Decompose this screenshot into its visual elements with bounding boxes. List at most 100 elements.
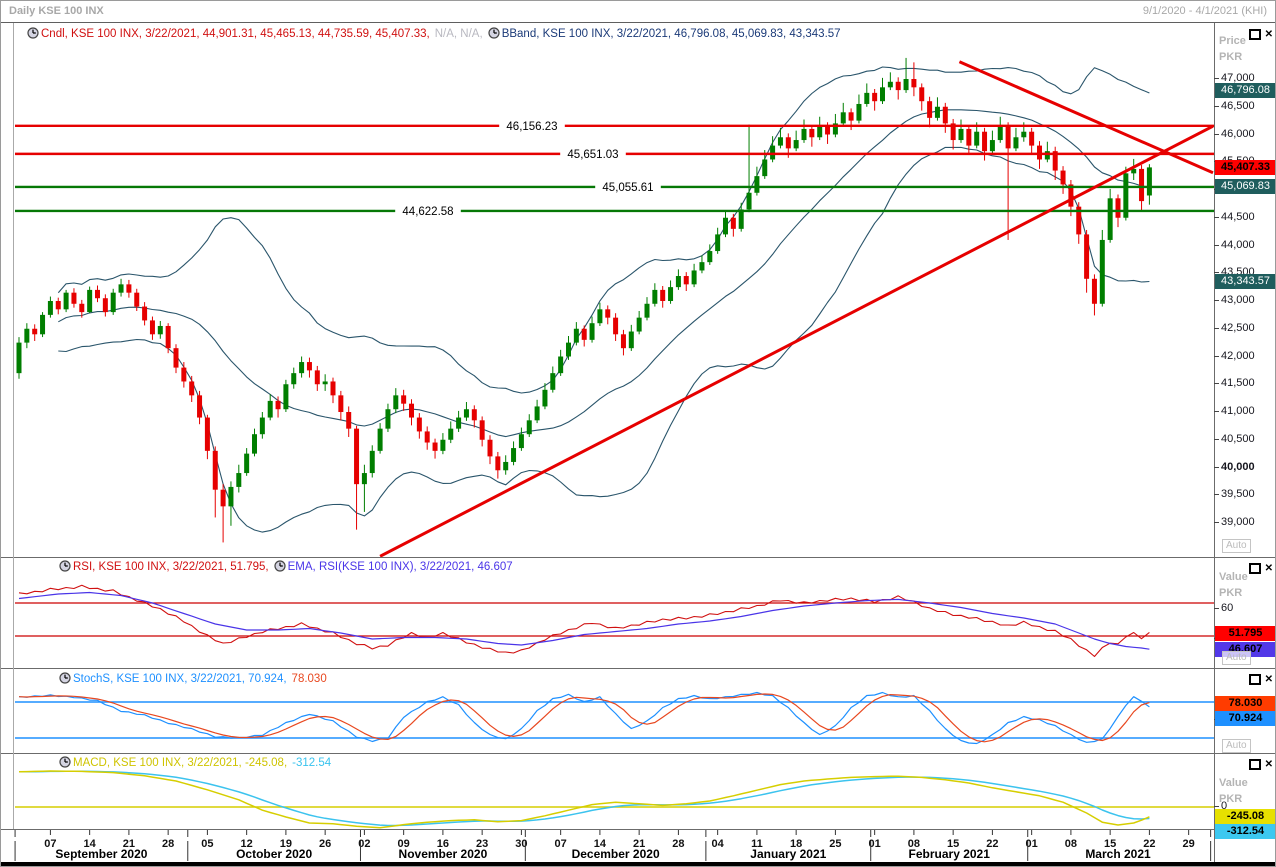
rsi-panel[interactable] — [15, 584, 1214, 658]
candle-body — [181, 367, 187, 382]
stoch-legend-item[interactable]: StochS, KSE 100 INX, 3/22/2021, 70.924, — [59, 672, 287, 685]
x-axis-day-tick: 28 — [672, 838, 684, 850]
candle-body — [581, 328, 587, 340]
candle-body — [746, 192, 752, 210]
x-axis-day-tick: 07 — [44, 838, 56, 850]
last-value-badge: 70.924 — [1215, 710, 1275, 726]
panel-separator[interactable] — [1, 668, 1275, 669]
candle-body — [32, 328, 38, 335]
macd-legend-item[interactable]: MACD, KSE 100 INX, 3/22/2021, -245.08, — [59, 756, 287, 769]
candle-body — [1115, 198, 1121, 218]
panel-maximize-button[interactable] — [1248, 759, 1261, 770]
rsi-legend-item[interactable]: EMA, RSI(KSE 100 INX), 3/22/2021, 46.607 — [274, 560, 513, 573]
level-label: 46,156.23 — [506, 121, 557, 133]
panel-close-button[interactable]: ✕ — [1264, 673, 1273, 685]
x-axis-day-tick: 08 — [1065, 838, 1077, 850]
panel-maximize-button[interactable] — [1248, 29, 1261, 40]
candle-body — [24, 328, 30, 343]
candle-body — [1013, 137, 1019, 149]
panel-close-button[interactable]: ✕ — [1264, 758, 1273, 770]
axis-auto-button[interactable]: Auto — [1222, 739, 1251, 753]
candle-body — [165, 325, 171, 349]
panel-separator[interactable] — [1, 753, 1275, 754]
candle-body — [605, 309, 611, 318]
stoch-legend-text: 78.030 — [291, 673, 327, 685]
x-axis-month-label: March 2021 — [1085, 847, 1151, 861]
date-range-label: 9/1/2020 - 4/1/2021 (KHI) — [1142, 5, 1267, 17]
macd-legend-item[interactable]: -312.54 — [292, 757, 331, 769]
candle-body — [157, 325, 163, 335]
main-legend-text: BBand, KSE 100 INX, 3/22/2021, 46,796.08… — [501, 28, 841, 40]
panel-separator[interactable] — [1, 829, 1214, 830]
candle-body — [809, 128, 815, 138]
candle-body — [220, 489, 226, 507]
axis-auto-button[interactable]: Auto — [1222, 651, 1251, 665]
x-axis-day-tick: 22 — [986, 838, 998, 850]
last-value-badge: 43,343.57 — [1215, 274, 1275, 290]
x-axis-day-tick: 14 — [84, 838, 97, 850]
macd-panel[interactable] — [15, 770, 1214, 829]
candle-body — [526, 420, 532, 435]
x-axis-day-tick: 11 — [751, 838, 763, 850]
last-value-badge: -245.08 — [1215, 809, 1275, 825]
main-legend-item[interactable]: N/A, N/A, — [435, 28, 483, 40]
candle-body — [660, 289, 666, 301]
x-axis-day-tick: 15 — [1104, 838, 1116, 850]
trend-line[interactable] — [379, 124, 1214, 557]
last-value-badge: 46,796.08 — [1215, 82, 1275, 98]
candle-body — [919, 87, 925, 102]
candle-body — [71, 292, 77, 304]
stoch-panel[interactable] — [15, 691, 1214, 745]
main-legend-item[interactable]: BBand, KSE 100 INX, 3/22/2021, 46,796.08… — [488, 27, 841, 40]
candle-body — [927, 101, 933, 118]
trend-line[interactable] — [958, 60, 1214, 175]
candle-body — [699, 262, 705, 271]
candle-body — [189, 381, 195, 396]
x-axis-day-tick: 07 — [555, 838, 567, 850]
candle-body — [1107, 198, 1113, 240]
panel-maximize-button[interactable] — [1248, 563, 1261, 574]
x-axis-day-tick: 14 — [594, 838, 607, 850]
panel-left-gutter — [13, 23, 14, 829]
level-label: 45,055.61 — [602, 182, 653, 194]
candle-body — [47, 301, 53, 315]
candle-body — [982, 131, 988, 152]
candle-body — [432, 442, 438, 451]
last-value-badge: 45,069.83 — [1215, 178, 1275, 194]
candle-body — [974, 131, 980, 146]
candle-body — [1123, 173, 1129, 218]
level-label-bg — [395, 203, 461, 218]
x-axis-day-tick: 15 — [947, 838, 959, 850]
candle-body — [275, 400, 281, 410]
stoch-legend-item[interactable]: 78.030 — [292, 673, 327, 685]
axis-unit-label: Value — [1219, 571, 1248, 583]
candle-body — [1068, 184, 1074, 207]
candle-body — [770, 145, 776, 160]
candle-body — [691, 270, 697, 285]
main-legend-item[interactable]: Cndl, KSE 100 INX, 3/22/2021, 44,901.31,… — [27, 27, 430, 40]
panel-separator[interactable] — [1, 557, 1275, 558]
level-label: 44,622.58 — [402, 206, 453, 218]
candle-body — [864, 92, 870, 104]
rsi-legend-item[interactable]: RSI, KSE 100 INX, 3/22/2021, 51.795, — [59, 560, 269, 573]
panel-close-button[interactable]: ✕ — [1264, 28, 1273, 40]
candle-body — [1021, 131, 1027, 138]
level-label-bg — [595, 179, 661, 194]
candle-body — [840, 112, 846, 124]
candle-body — [1099, 239, 1105, 304]
chart-canvas[interactable]: 46,156.23 45,651.03 45,055.61 44,622.58 07 14… — [1, 23, 1214, 862]
x-axis-day-tick: 04 — [712, 838, 725, 850]
panel-close-button[interactable]: ✕ — [1264, 562, 1273, 574]
candle-body — [911, 79, 917, 88]
axis-auto-button[interactable]: Auto — [1222, 539, 1251, 553]
panel-maximize-button[interactable] — [1248, 674, 1261, 685]
candle-body — [401, 395, 407, 404]
level-label-bg — [560, 146, 626, 161]
candle-body — [934, 106, 940, 118]
axis-currency-label: PKR — [1219, 793, 1243, 805]
price-panel[interactable]: 46,156.23 45,651.03 45,055.61 44,622.58 — [15, 57, 1214, 557]
candle-body — [683, 276, 689, 285]
window-title: Daily KSE 100 INX — [9, 5, 104, 17]
candle-body — [1029, 131, 1035, 146]
candle-body — [801, 128, 807, 141]
